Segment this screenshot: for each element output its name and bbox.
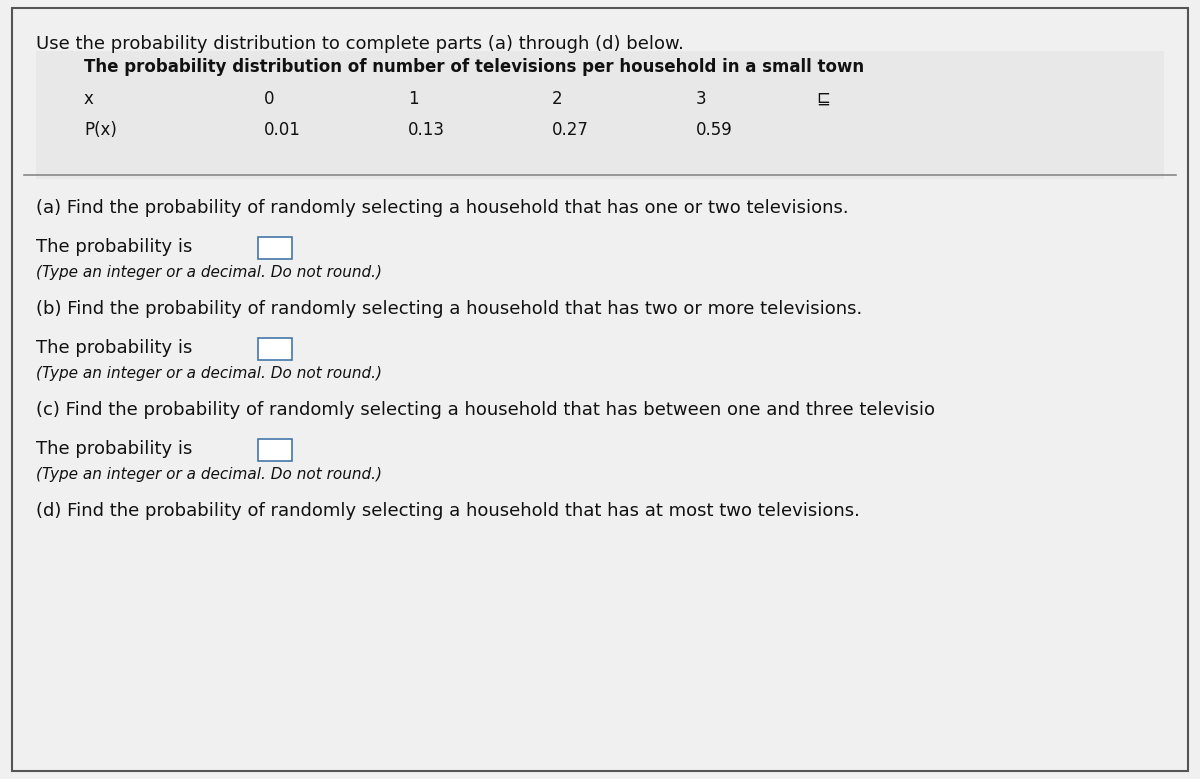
FancyBboxPatch shape bbox=[12, 8, 1188, 771]
Text: The probability is: The probability is bbox=[36, 238, 192, 256]
Text: 0: 0 bbox=[264, 90, 275, 108]
Text: The probability is: The probability is bbox=[36, 339, 192, 357]
Text: ⊑: ⊑ bbox=[816, 90, 830, 108]
Text: The probability distribution of number of televisions per household in a small t: The probability distribution of number o… bbox=[84, 58, 864, 76]
Text: 0.13: 0.13 bbox=[408, 121, 445, 139]
Text: 0.27: 0.27 bbox=[552, 121, 589, 139]
Text: 0.01: 0.01 bbox=[264, 121, 301, 139]
FancyBboxPatch shape bbox=[258, 338, 292, 360]
Text: (Type an integer or a decimal. Do not round.): (Type an integer or a decimal. Do not ro… bbox=[36, 467, 382, 482]
Text: The probability is: The probability is bbox=[36, 440, 192, 458]
Text: (Type an integer or a decimal. Do not round.): (Type an integer or a decimal. Do not ro… bbox=[36, 366, 382, 381]
Text: P(x): P(x) bbox=[84, 121, 116, 139]
Text: 2: 2 bbox=[552, 90, 563, 108]
Text: (c) Find the probability of randomly selecting a household that has between one : (c) Find the probability of randomly sel… bbox=[36, 401, 935, 419]
Text: (d) Find the probability of randomly selecting a household that has at most two : (d) Find the probability of randomly sel… bbox=[36, 502, 860, 520]
FancyBboxPatch shape bbox=[258, 237, 292, 259]
Text: (Type an integer or a decimal. Do not round.): (Type an integer or a decimal. Do not ro… bbox=[36, 265, 382, 280]
Text: 3: 3 bbox=[696, 90, 707, 108]
Text: (b) Find the probability of randomly selecting a household that has two or more : (b) Find the probability of randomly sel… bbox=[36, 300, 863, 318]
Text: Use the probability distribution to complete parts (a) through (d) below.: Use the probability distribution to comp… bbox=[36, 35, 684, 53]
Text: 0.59: 0.59 bbox=[696, 121, 733, 139]
Text: 1: 1 bbox=[408, 90, 419, 108]
Text: x: x bbox=[84, 90, 94, 108]
FancyBboxPatch shape bbox=[258, 439, 292, 461]
FancyBboxPatch shape bbox=[36, 51, 1164, 179]
Text: (a) Find the probability of randomly selecting a household that has one or two t: (a) Find the probability of randomly sel… bbox=[36, 199, 848, 217]
